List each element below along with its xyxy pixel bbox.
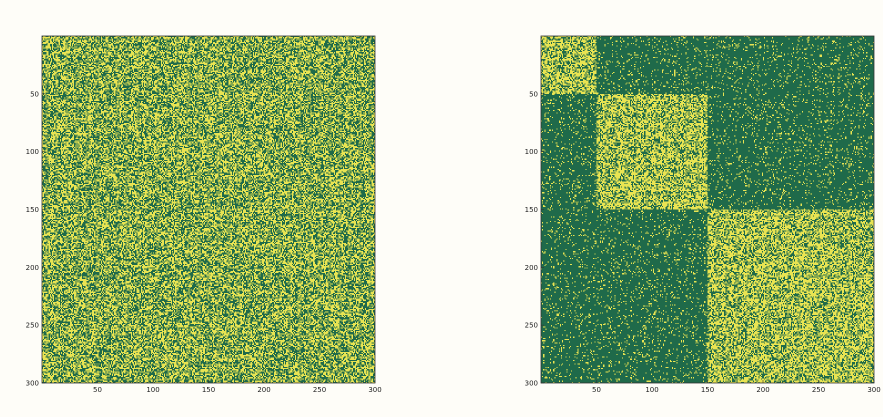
y-tick-label: 100 [525,148,538,156]
y-tick-label: 50 [30,90,39,98]
y-tick-label: 200 [26,264,39,272]
y-tick-label: 300 [26,380,39,388]
x-ticks-right: 50 100 150 200 250 300 [592,380,881,394]
x-ticks-left: 50 100 150 200 250 300 [93,380,382,394]
x-tick-label: 200 [257,386,270,394]
y-tick-label: 150 [26,206,39,214]
y-tick-label: 150 [525,206,538,214]
x-tick-label: 250 [313,386,326,394]
heatmap-panel-left: 50 100 150 200 250 300 50 100 150 200 250 300 [26,35,382,394]
heatmap-image-left [42,36,375,383]
x-tick-label: 150 [202,386,215,394]
x-tick-label: 50 [93,386,102,394]
x-tick-label: 300 [368,386,381,394]
y-tick-label: 50 [529,90,538,98]
y-ticks-right: 50 100 150 200 250 300 [525,90,544,388]
y-ticks-left: 50 100 150 200 250 300 [26,90,45,388]
x-tick-label: 100 [146,386,159,394]
x-tick-label: 250 [812,386,825,394]
x-tick-label: 300 [867,386,880,394]
y-tick-label: 100 [26,148,39,156]
heatmap-image-right [541,36,874,383]
y-tick-label: 300 [525,380,538,388]
heatmap-panel-right: 50 100 150 200 250 300 50 100 150 200 250 300 [525,35,881,394]
y-tick-label: 200 [525,264,538,272]
x-tick-label: 100 [645,386,658,394]
y-tick-label: 250 [26,322,39,330]
x-tick-label: 200 [756,386,769,394]
x-tick-label: 150 [701,386,714,394]
y-tick-label: 250 [525,322,538,330]
x-tick-label: 50 [592,386,601,394]
